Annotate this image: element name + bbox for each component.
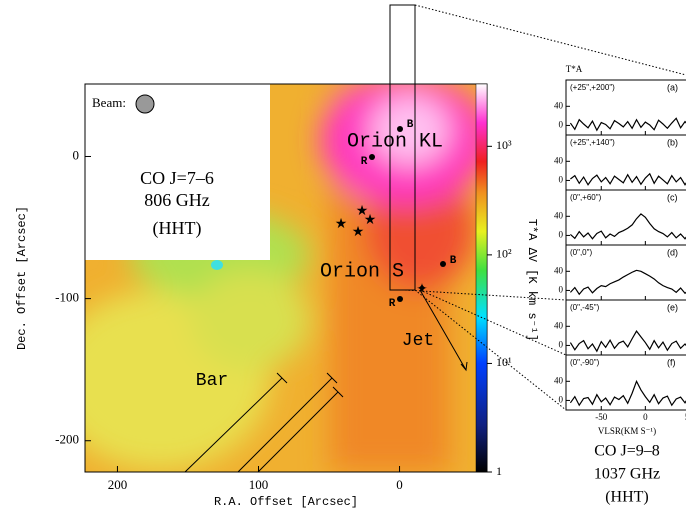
x-tick-label: 0 <box>396 477 403 492</box>
y-tick-label: 0 <box>73 147 80 162</box>
y-tick-label: 0 <box>559 339 564 349</box>
panel-position: (0",+60") <box>570 193 602 202</box>
colorbar-tick-label: 10¹ <box>496 355 512 369</box>
panel-letter: (d) <box>667 247 678 257</box>
y-tick-label: 40 <box>554 320 564 330</box>
y-tick-label: -200 <box>55 432 79 447</box>
y-tick-label: 40 <box>554 265 564 275</box>
panel-position: (0",-45") <box>570 303 600 312</box>
colorbar-label: T*A ΔV [K km s⁻¹] <box>525 219 539 341</box>
annotation: B <box>407 119 414 131</box>
panel-letter: (a) <box>667 82 678 92</box>
colorbar-tick-label: 10² <box>496 247 512 261</box>
colorbar-tick-label: 10³ <box>496 138 512 152</box>
colorbar-tick-label: 1 <box>496 464 502 478</box>
annotation: R <box>361 156 368 168</box>
annotation: B <box>450 255 457 267</box>
y-tick-label: 0 <box>559 229 564 239</box>
panel-position: (0",-90") <box>570 358 600 367</box>
x-axis-label: R.A. Offset [Arcsec] <box>214 495 358 509</box>
y-axis-label: T*A <box>566 64 583 74</box>
y-axis-label: Dec. Offset [Arcsec] <box>15 206 29 350</box>
annotation: R <box>389 298 396 310</box>
panel-position: (0",0") <box>570 248 592 257</box>
annotation: Bar <box>196 371 228 391</box>
svg-text:★: ★ <box>335 217 348 232</box>
y-tick-label: 40 <box>554 375 564 385</box>
panel-position: (+25",+140") <box>570 138 615 147</box>
svg-text:★: ★ <box>364 213 377 228</box>
y-tick-label: 0 <box>559 119 564 129</box>
annotation: Beam: <box>92 95 126 110</box>
y-tick-label: 40 <box>554 100 564 110</box>
figure: ★★ ★★ ✦ CO J=9–81037 GHz(HHT) 20010000-1… <box>0 0 686 516</box>
panel-letter: (f) <box>667 357 676 367</box>
panel-letter: (e) <box>667 302 678 312</box>
panel-position: (+25",+200") <box>570 83 615 92</box>
y-tick-label: 0 <box>559 174 564 184</box>
caption-line: 1037 GHz <box>594 466 660 483</box>
caption-line: CO J=9–8 <box>594 443 659 460</box>
x-tick-label: 200 <box>108 477 128 492</box>
caption-line: (HHT) <box>605 489 649 506</box>
panel-letter: (b) <box>667 137 678 147</box>
x-tick-label: 0 <box>643 412 648 422</box>
panel-letter: (c) <box>667 192 678 202</box>
annotation: Jet <box>402 331 434 351</box>
x-axis-label: VLSR(KM S⁻¹) <box>598 426 656 436</box>
y-tick-label: 0 <box>559 394 564 404</box>
y-tick-label: 40 <box>554 210 564 220</box>
annotation: 806 GHz <box>144 190 210 210</box>
y-tick-label: 0 <box>559 284 564 294</box>
annotation: (HHT) <box>153 218 202 239</box>
x-tick-label: 100 <box>249 477 269 492</box>
beam <box>136 95 154 113</box>
y-tick-label: -100 <box>55 290 79 305</box>
y-tick-label: 40 <box>554 155 564 165</box>
annotation: Orion KL <box>347 130 443 153</box>
x-tick-label: -50 <box>595 412 607 422</box>
annotation: Orion S <box>320 260 404 283</box>
caption: CO J=9–8 1037 GHz (HHT) <box>594 443 660 506</box>
colorbar <box>476 84 487 472</box>
annotation: CO J=7–6 <box>140 168 214 188</box>
svg-text:★: ★ <box>352 225 365 240</box>
svg-text:✦: ✦ <box>416 282 428 297</box>
